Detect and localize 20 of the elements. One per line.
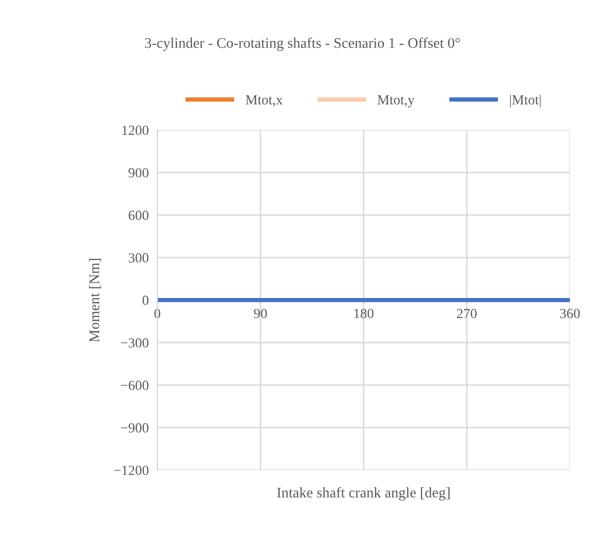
x-tick-label: 0 bbox=[154, 308, 160, 318]
y-tick-label: 0 bbox=[142, 296, 148, 306]
x-tick-label: 270 bbox=[456, 308, 477, 318]
y-tick-label: 300 bbox=[128, 253, 148, 263]
y-tick-label: −600 bbox=[120, 380, 148, 390]
legend-label: Mtot,y bbox=[378, 95, 415, 108]
y-tick-label: −900 bbox=[120, 423, 148, 433]
y-tick-label: −300 bbox=[120, 338, 148, 348]
x-axis-title: Intake shaft crank angle [deg] bbox=[277, 487, 450, 501]
y-tick-label: 900 bbox=[128, 168, 148, 178]
y-tick-label: 1200 bbox=[122, 126, 148, 136]
legend-label: Mtot,x bbox=[246, 95, 283, 106]
x-tick-label: 90 bbox=[254, 308, 267, 318]
y-tick-label: 600 bbox=[128, 210, 148, 220]
y-tick-label: −1200 bbox=[114, 466, 148, 476]
x-tick-label: 360 bbox=[560, 308, 580, 318]
legend-label: |Mtot| bbox=[510, 94, 541, 108]
y-axis-title: Moment [Nm] bbox=[89, 258, 102, 342]
chart-title: 3-cylinder - Co-rotating shafts - Scenario 1 - Offset 0° bbox=[145, 38, 460, 51]
x-tick-label: 180 bbox=[354, 308, 374, 318]
